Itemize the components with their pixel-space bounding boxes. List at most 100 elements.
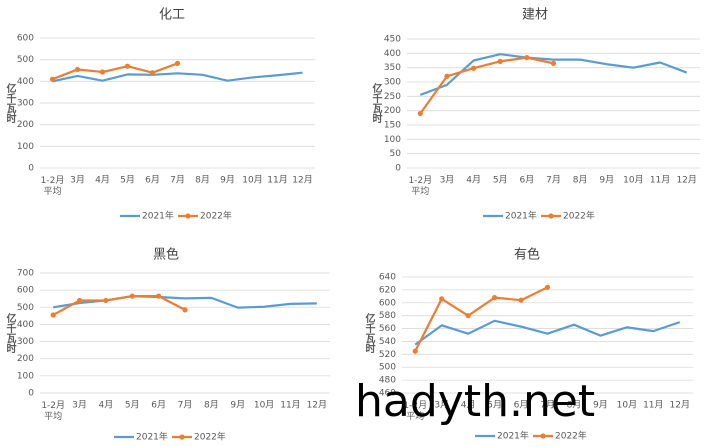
x-tick-label: 9月: [230, 400, 245, 411]
point: [149, 70, 156, 76]
y-tick-label: 500: [379, 363, 396, 373]
y-tick-label: 480: [379, 376, 396, 386]
point: [156, 293, 162, 299]
y-tick-label: 100: [384, 135, 401, 145]
point: [129, 293, 135, 299]
series-line: [414, 319, 681, 346]
chart-title: 黑色: [153, 247, 179, 263]
y-tick-label: 400: [17, 77, 34, 87]
y-tick-label: 50: [390, 149, 402, 159]
y-tick-label: 0: [28, 389, 34, 399]
y-tick-label: 640: [379, 273, 396, 283]
point: [182, 307, 188, 313]
watermark: hadyth.net: [355, 376, 595, 427]
y-tick-label: 540: [379, 337, 396, 347]
chart-title: 有色: [514, 247, 540, 263]
legend-marker: [548, 213, 554, 219]
x-tick-label: 1-2月平均: [41, 400, 65, 422]
point: [524, 55, 530, 61]
x-tick-label: 7月: [540, 400, 555, 411]
y-tick-label: 0: [28, 164, 34, 174]
y-tick-label: 500: [17, 55, 34, 65]
y-tick-label: 500: [17, 303, 34, 313]
x-tick-label: 1-2月平均: [403, 400, 427, 422]
series-line: [414, 286, 548, 352]
y-tick-label: 600: [17, 34, 34, 44]
y-tick-label: 0: [395, 164, 401, 174]
x-tick-label: 12月: [670, 400, 690, 411]
y-tick-label: 520: [379, 350, 396, 360]
x-tick-label: 9月: [593, 400, 608, 411]
y-tick-label: 100: [17, 142, 34, 152]
x-tick-label: 8月: [204, 400, 219, 411]
y-tick-label: 450: [384, 35, 401, 45]
x-tick-label: 9月: [599, 175, 614, 186]
x-tick-label: 5月: [493, 175, 508, 186]
x-tick-label: 12月: [307, 400, 327, 411]
x-tick-label: 12月: [292, 175, 312, 186]
legend-label: 2022年: [194, 431, 226, 443]
series-line: [52, 62, 178, 81]
legend-label: 2021年: [142, 210, 174, 222]
x-tick-label: 5月: [120, 175, 135, 186]
x-tick-label: 7月: [546, 175, 561, 186]
point: [491, 295, 498, 301]
legend-marker: [185, 213, 191, 219]
x-tick-label: 10月: [623, 175, 643, 186]
point: [497, 58, 503, 64]
x-tick-label: 10月: [242, 175, 262, 186]
point: [412, 348, 418, 354]
x-tick-label: 6月: [519, 175, 534, 186]
point: [544, 284, 551, 290]
y-tick-label: 700: [17, 269, 34, 279]
point: [470, 65, 477, 71]
chart-title: 化工: [159, 8, 185, 23]
y-axis-label: 亿千瓦时: [363, 312, 375, 354]
x-tick-label: 4月: [95, 175, 110, 186]
x-tick-label: 1-2月平均: [408, 175, 432, 197]
x-tick-label: 3月: [72, 400, 87, 411]
y-tick-label: 460: [379, 389, 396, 399]
point: [49, 76, 56, 82]
y-tick-label: 200: [384, 106, 401, 116]
y-tick-label: 300: [17, 337, 34, 347]
y-tick-label: 600: [17, 286, 34, 296]
x-tick-label: 11月: [267, 175, 287, 186]
x-tick-label: 3月: [440, 175, 455, 186]
point: [50, 312, 56, 318]
x-tick-label: 4月: [99, 400, 114, 411]
x-tick-label: 8月: [573, 175, 588, 186]
y-tick-label: 150: [384, 121, 401, 131]
point: [99, 69, 106, 75]
point: [76, 297, 83, 304]
legend-marker: [540, 433, 546, 439]
x-tick-label: 11月: [643, 400, 663, 411]
series-line: [52, 295, 186, 316]
y-tick-label: 620: [379, 285, 396, 295]
legend-label: 2022年: [200, 210, 232, 222]
legend-label: 2021年: [505, 210, 537, 222]
y-tick-label: 200: [17, 120, 34, 130]
x-tick-label: 7月: [178, 400, 193, 411]
x-tick-label: 4月: [461, 400, 476, 411]
y-axis-label: 亿千瓦时: [4, 82, 16, 124]
x-tick-label: 12月: [676, 175, 696, 186]
y-tick-label: 400: [384, 49, 401, 59]
y-tick-label: 350: [384, 63, 401, 73]
legend-marker: [179, 434, 185, 440]
x-tick-label: 6月: [151, 400, 166, 411]
point: [444, 73, 450, 79]
x-tick-label: 6月: [145, 175, 160, 186]
x-tick-label: 11月: [650, 175, 670, 186]
y-tick-label: 200: [17, 354, 34, 364]
y-tick-label: 560: [379, 324, 396, 334]
x-tick-label: 4月: [466, 175, 481, 186]
x-tick-label: 7月: [170, 175, 185, 186]
x-tick-label: 8月: [195, 175, 210, 186]
series-line: [52, 71, 303, 83]
y-tick-label: 300: [17, 99, 34, 109]
x-tick-label: 3月: [70, 175, 85, 186]
x-tick-label: 1-2月平均: [41, 175, 65, 197]
